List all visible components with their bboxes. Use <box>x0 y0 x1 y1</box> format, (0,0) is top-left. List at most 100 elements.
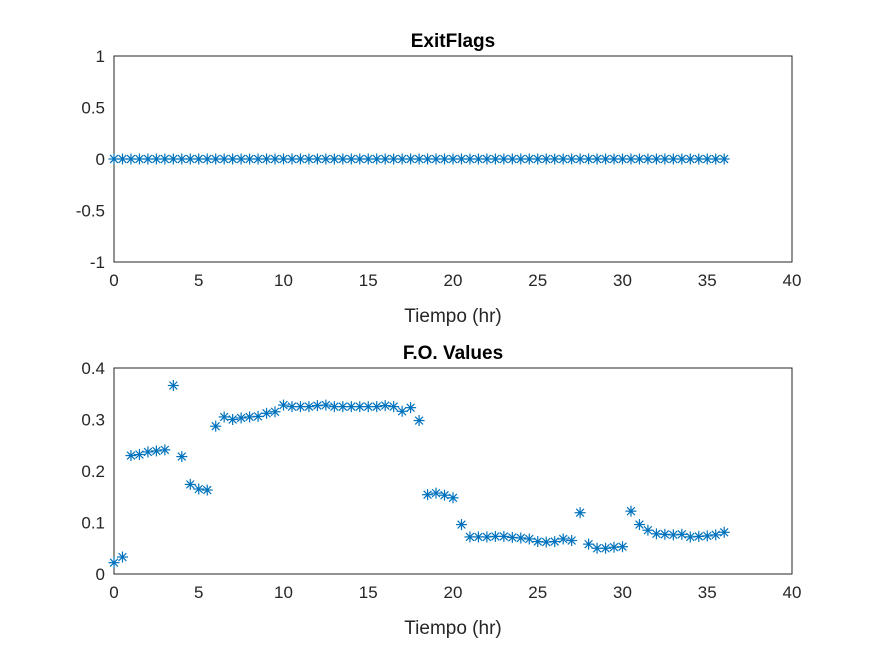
fo-values-data-point <box>439 489 451 501</box>
exitflags-data-point <box>261 153 273 165</box>
exitflags-x-tick-label: 20 <box>444 271 463 290</box>
fo-values-data-point <box>167 380 179 392</box>
fo-values-data-point <box>320 399 332 411</box>
fo-values-data-point <box>210 420 222 432</box>
fo-values-data-point <box>218 411 230 423</box>
fo-values-data-point <box>523 533 535 545</box>
fo-values-data-point <box>566 535 578 547</box>
exitflags-data-point <box>455 153 467 165</box>
fo-values-data-point <box>422 489 434 501</box>
fo-values-data-point <box>269 406 281 418</box>
fo-values-data-point <box>447 492 459 504</box>
exitflags-x-tick-label: 25 <box>528 271 547 290</box>
fo-values-data-point <box>557 533 569 545</box>
exitflags-data-point <box>659 153 671 165</box>
fo-values-x-axis-label: Tiempo (hr) <box>404 618 501 639</box>
exitflags-data-point <box>439 153 451 165</box>
exitflags-y-tick-label: 0.5 <box>81 99 105 118</box>
exitflags-x-tick-label: 30 <box>613 271 632 290</box>
fo-values-data-point <box>405 402 417 414</box>
fo-values-x-tick-label: 30 <box>613 583 632 602</box>
fo-values-data-point <box>676 528 688 540</box>
exitflags-x-axis-label: Tiempo (hr) <box>404 306 501 327</box>
fo-values-data-point <box>549 536 561 548</box>
fo-values-plot: 0 5 10 15 20 25 30 35 40 0 0.1 0.2 0.3 0.4 F.O. Values… <box>81 343 801 639</box>
fo-values-y-tick-label: 0.3 <box>81 411 105 430</box>
fo-values-data-point <box>116 551 128 563</box>
exitflags-x-tick-label: 5 <box>194 271 203 290</box>
fo-values-data-point <box>125 450 137 462</box>
exitflags-plot: 0 5 10 15 20 25 30 35 40 -1 -0.5 0 0.5 1 ExitFlags Tiem… <box>76 31 802 327</box>
fo-values-data-point <box>261 407 273 419</box>
fo-values-data-point <box>710 529 722 541</box>
fo-values-x-tick-label: 35 <box>698 583 717 602</box>
fo-values-data-point <box>498 530 510 542</box>
fo-values-data-point <box>633 519 645 531</box>
fo-values-data-point <box>235 412 247 424</box>
fo-values-data-point <box>701 530 713 542</box>
exitflags-data-point <box>303 153 315 165</box>
fo-values-y-tick-label: 0.1 <box>81 514 105 533</box>
fo-values-data-point <box>142 446 154 458</box>
fo-values-y-tick-label: 0 <box>96 565 105 584</box>
fo-values-x-tick-label: 25 <box>528 583 547 602</box>
exitflags-x-tick-label: 0 <box>109 271 118 290</box>
fo-values-data-point <box>108 557 120 569</box>
fo-values-data-point <box>227 414 239 425</box>
fo-values-data-point <box>583 538 595 550</box>
exitflags-data-point <box>523 153 535 165</box>
fo-values-data-point <box>379 400 391 412</box>
exitflags-x-tick-label: 15 <box>359 271 378 290</box>
exitflags-data-point <box>464 153 476 165</box>
fo-values-y-tick-label: 0.2 <box>81 462 105 481</box>
fo-values-data-point <box>396 405 408 417</box>
fo-values-data-point <box>472 531 484 543</box>
exitflags-x-tick-label: 10 <box>274 271 293 290</box>
fo-values-x-tick-label: 5 <box>194 583 203 602</box>
exitflags-data-point <box>167 153 179 165</box>
fo-values-x-tick-label: 40 <box>783 583 802 602</box>
exitflags-y-tick-label: -1 <box>90 253 105 272</box>
exitflags-x-tick-label: 40 <box>783 271 802 290</box>
fo-values-data-point <box>574 507 586 519</box>
fo-values-data-point <box>294 401 306 413</box>
fo-values-data-point <box>642 524 654 536</box>
exitflags-data-point <box>498 153 510 165</box>
fo-values-data-point <box>303 401 315 413</box>
fo-values-data-point <box>252 410 264 422</box>
fo-values-x-tick-label: 15 <box>359 583 378 602</box>
fo-values-data-point <box>388 401 400 413</box>
exitflags-x-tick-label: 35 <box>698 271 717 290</box>
fo-values-data-point <box>278 399 289 411</box>
fo-values-data-point <box>718 526 730 538</box>
fo-values-data-point <box>133 449 145 461</box>
fo-values-data-point <box>159 444 171 456</box>
fo-values-data-point <box>193 483 205 495</box>
exitflags-y-tick-label: -0.5 <box>76 202 105 221</box>
fo-values-title: F.O. Values <box>403 343 503 364</box>
exitflags-data-point <box>328 153 340 165</box>
fo-values-x-tick-label: 10 <box>274 583 293 602</box>
exitflags-data-point <box>701 153 713 165</box>
fo-values-axes-frame <box>113 367 793 575</box>
exitflags-data-point <box>718 153 730 165</box>
exitflags-y-tick-label: 1 <box>96 47 105 66</box>
exitflags-data-point <box>600 153 612 165</box>
exitflags-data-point <box>430 153 442 165</box>
exitflags-data-point <box>396 153 408 165</box>
fo-values-data-point <box>515 532 527 544</box>
exitflags-data-point <box>362 153 374 165</box>
fo-values-data-point <box>150 445 162 457</box>
fo-values-data-point <box>430 487 442 499</box>
fo-values-x-tick-label: 0 <box>109 583 118 602</box>
fo-values-data-point <box>413 415 425 427</box>
exitflags-data-point <box>617 153 628 165</box>
fo-values-data-point <box>617 541 628 553</box>
fo-values-data-point <box>201 484 213 496</box>
fo-values-x-tick-label: 20 <box>444 583 463 602</box>
exitflags-y-tick-label: 0 <box>96 150 105 169</box>
fo-values-data-point <box>371 401 383 413</box>
fo-values-data-point <box>625 505 637 517</box>
fo-values-data-point <box>600 542 612 554</box>
